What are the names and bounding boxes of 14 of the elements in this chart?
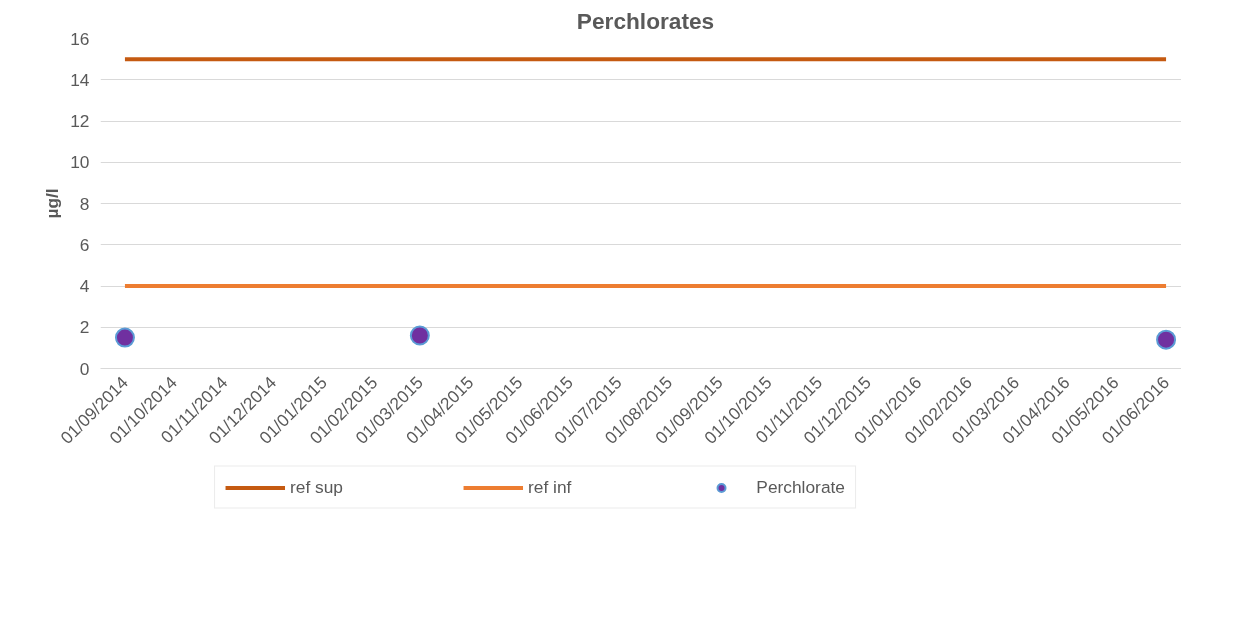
y-tick-label: 2	[79, 317, 90, 338]
chart-title: Perchlorates	[576, 7, 715, 34]
y-tick-label: 10	[70, 152, 90, 173]
legend-label: Perchlorate	[756, 476, 845, 498]
y-tick-label: 4	[79, 276, 90, 296]
y-tick-label: 8	[79, 193, 90, 214]
legend-label: ref inf	[528, 476, 572, 498]
y-tick-label: 14	[70, 69, 90, 90]
y-axis-title: µg/l	[42, 188, 63, 219]
y-tick-label: 12	[70, 111, 90, 131]
y-tick-label: 6	[79, 234, 90, 255]
y-tick-label: 16	[70, 28, 90, 49]
y-tick-label: 0	[79, 358, 90, 379]
legend-label: ref sup	[290, 476, 344, 498]
